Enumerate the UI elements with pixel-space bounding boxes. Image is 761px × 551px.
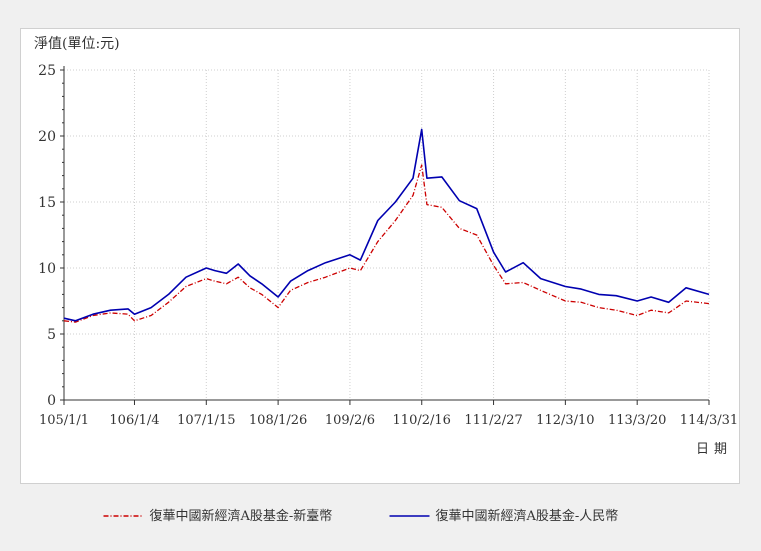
y-tick-label: 10 [38,261,56,277]
legend-label-0: 復華中國新經濟A股基金-新臺幣 [150,508,333,524]
y-tick-label: 25 [38,63,56,79]
series-line-1 [63,128,710,322]
x-tick-label: 105/1/1 [39,413,89,428]
x-tick-label: 112/3/10 [536,413,594,428]
series-layer [63,128,710,323]
x-tick-label: 109/2/6 [325,413,375,428]
axis-layer: 0 5 10 15 20 25 105/1/1 106/1/4 107/1/15 108/1/26… [38,63,738,428]
x-tick-label: 106/1/4 [109,413,159,428]
y-tick-label: 20 [38,129,56,145]
y-tick-label: 0 [47,393,56,409]
x-tick-label: 111/2/27 [464,413,522,428]
y-tick-label: 5 [47,327,56,343]
y-axis-title: 淨值(單位:元) [34,36,120,52]
series-line-0 [63,164,710,323]
x-axis-title: 日期 [696,442,732,457]
x-tick-label: 108/1/26 [249,413,307,428]
x-tick-label: 114/3/31 [680,413,738,428]
x-tick-label: 107/1/15 [177,413,235,428]
x-tick-label: 113/3/20 [608,413,666,428]
legend: 復華中國新經濟A股基金-新臺幣 復華中國新經濟A股基金-人民幣 [103,508,619,524]
legend-label-1: 復華中國新經濟A股基金-人民幣 [436,508,619,524]
x-tick-label: 110/2/16 [393,413,451,428]
y-tick-label: 15 [38,195,56,211]
grid-layer [64,69,710,400]
chart-frame [20,28,740,484]
